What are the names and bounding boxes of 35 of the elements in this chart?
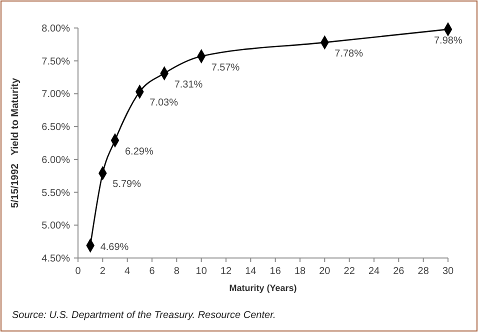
x-tick-label: 18 [294,266,306,277]
x-tick-label: 12 [220,266,232,277]
data-label: 5.79% [112,179,142,190]
y-tick-label: 6.00% [42,154,70,166]
x-tick-label: 26 [393,266,405,277]
x-tick-label: 16 [270,266,282,277]
data-label: 7.03% [150,98,178,109]
x-tick-label: 24 [368,266,380,277]
x-tick-label: 20 [319,266,331,277]
x-tick-label: 0 [75,266,82,277]
source-note: Source: U.S. Department of the Treasury. Resource Center. [12,310,276,321]
y-tick-label: 7.50% [42,56,70,68]
x-axis-title: Maturity (Years) [229,283,297,293]
data-label: 7.57% [211,62,240,74]
x-tick-label: 22 [344,266,356,277]
data-label: 7.98% [434,35,462,46]
data-label: 7.31% [174,79,203,90]
y-tick-label: 5.00% [42,220,70,232]
y-tick-label: 8.00% [42,24,70,34]
x-tick-label: 6 [149,266,156,277]
x-tick-label: 8 [174,266,180,277]
x-tick-label: 28 [418,266,430,277]
x-tick-label: 4 [124,266,131,277]
y-tick-label: 4.50% [42,254,70,264]
x-tick-label: 30 [442,266,454,277]
data-label: 4.69% [100,242,129,253]
x-tick-label: 14 [245,266,257,277]
y-tick-label: 6.50% [42,122,70,134]
x-tick-label: 10 [196,266,208,277]
data-label: 7.78% [334,48,364,60]
x-tick-label: 2 [100,266,106,277]
y-axis-title: 5/15/1992 Yield to Maturity [10,78,21,208]
data-label: 6.29% [125,146,154,158]
y-tick-label: 5.50% [42,188,70,199]
y-tick-label: 7.00% [42,89,70,100]
